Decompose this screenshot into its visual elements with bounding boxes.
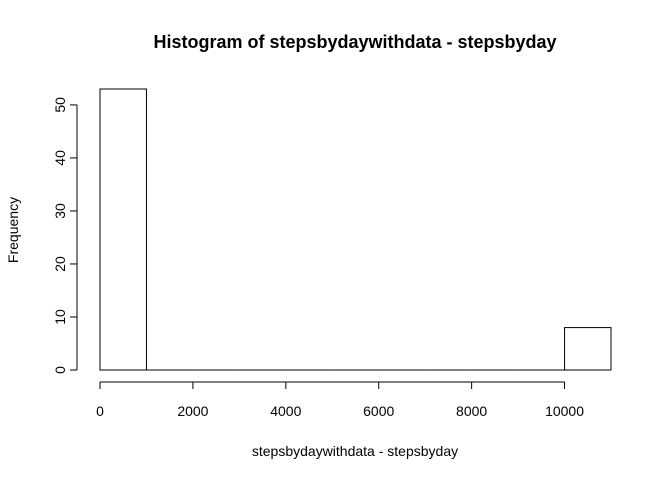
x-axis-title: stepsbydaywithdata - stepsbyday [252,443,458,459]
y-axis-title: Frequency [5,197,21,263]
histogram-bar [99,88,147,371]
x-tick-label: 0 [96,403,104,419]
y-tick-label: 20 [52,256,68,272]
x-tick-label: 2000 [177,403,208,419]
y-axis: 0 10 20 30 40 50 [52,97,78,374]
y-tick-label: 10 [52,309,68,325]
x-tick-label: 8000 [456,403,487,419]
histogram-bar [564,327,612,371]
x-tick-label: 4000 [270,403,301,419]
x-axis: 0 2000 4000 6000 8000 10000 [96,381,584,419]
y-tick-label: 30 [52,203,68,219]
histogram-bars [99,88,612,371]
y-tick-label: 0 [52,366,68,374]
chart-title: Histogram of stepsbydaywithdata - stepsb… [153,32,556,52]
y-tick-label: 50 [52,97,68,113]
x-tick-label: 6000 [363,403,394,419]
x-tick-label: 10000 [545,403,584,419]
y-tick-label: 40 [52,150,68,166]
